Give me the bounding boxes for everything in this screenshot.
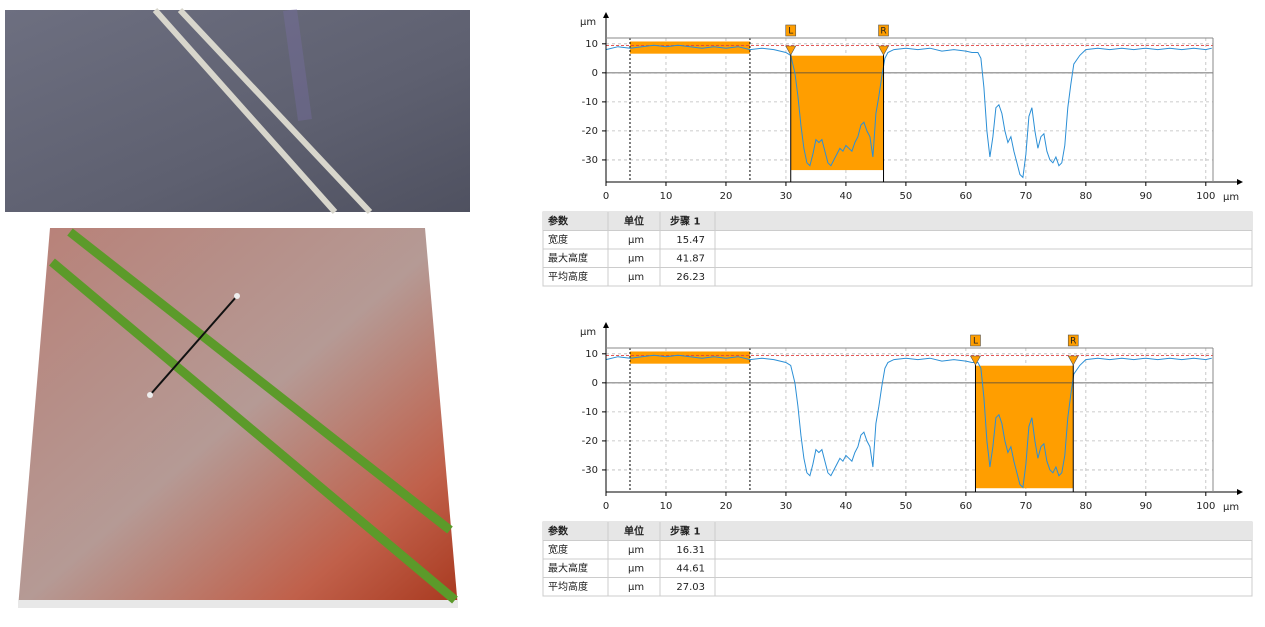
- y-tick-label: -20: [582, 126, 598, 137]
- x-tick-label: 0: [603, 501, 609, 512]
- marker-triangle: [1067, 355, 1079, 366]
- table-cell: 44.61: [676, 563, 705, 574]
- table-header: 参数: [548, 524, 569, 537]
- table-cell: 27.03: [676, 582, 705, 593]
- table-header: 步骤 1: [670, 524, 700, 537]
- reference-region: [629, 41, 750, 54]
- x-tick-label: 60: [960, 191, 973, 202]
- table-header: 单位: [624, 214, 644, 227]
- table-cell: 宽度: [548, 233, 568, 246]
- y-tick-label: -10: [582, 407, 598, 418]
- table-cell: 15.47: [676, 235, 705, 246]
- x-axis-arrow: [1237, 179, 1243, 185]
- table-header: 步骤 1: [670, 214, 700, 227]
- marker-label: R: [1070, 337, 1076, 347]
- marker-label: R: [880, 27, 886, 37]
- x-tick-label: 0: [603, 191, 609, 202]
- x-tick-label: 90: [1139, 501, 1152, 512]
- table-cell: 平均高度: [548, 580, 588, 593]
- profile-line: [605, 44, 1212, 179]
- table-header-bg: [543, 212, 1252, 231]
- x-tick-label: 60: [960, 501, 973, 512]
- y-tick-label: 0: [592, 68, 598, 79]
- y-tick-label: -20: [582, 436, 598, 447]
- x-axis-label: μm: [1223, 502, 1239, 513]
- x-tick-label: 70: [1019, 501, 1032, 512]
- x-tick-label: 20: [720, 191, 733, 202]
- marker-box: [878, 24, 889, 37]
- y-axis-label: μm: [580, 327, 596, 338]
- table-cell: μm: [628, 582, 644, 593]
- x-axis-label: μm: [1223, 192, 1239, 203]
- x-tick-label: 100: [1196, 191, 1215, 202]
- x-tick-label: 30: [780, 501, 793, 512]
- x-tick-label: 40: [840, 501, 853, 512]
- measure-region: [975, 365, 1074, 489]
- table-cell: μm: [628, 272, 644, 283]
- table-cell: 26.23: [676, 272, 705, 283]
- x-tick-label: 80: [1079, 191, 1092, 202]
- x-tick-label: 50: [900, 501, 913, 512]
- y-tick-label: 10: [585, 39, 598, 50]
- marker-label: L: [973, 337, 978, 347]
- x-tick-label: 40: [840, 191, 853, 202]
- y-axis-arrow: [603, 322, 609, 328]
- table-cell: μm: [628, 253, 644, 264]
- y-tick-label: -30: [582, 155, 598, 166]
- x-tick-label: 50: [900, 191, 913, 202]
- surface-3d-image: [18, 228, 458, 608]
- table-header-bg: [543, 522, 1252, 541]
- table-header: 单位: [624, 524, 644, 537]
- measure-region: [790, 55, 884, 171]
- table-cell: μm: [628, 235, 644, 246]
- marker-label: L: [788, 27, 793, 37]
- table-header: 参数: [548, 214, 569, 227]
- x-tick-label: 30: [780, 191, 793, 202]
- y-tick-label: 0: [592, 378, 598, 389]
- table-cell: 16.31: [676, 545, 705, 556]
- marker-triangle: [878, 45, 890, 56]
- x-axis-arrow: [1237, 489, 1243, 495]
- table-cell: 平均高度: [548, 270, 588, 283]
- marker-triangle: [969, 355, 981, 366]
- x-tick-label: 10: [660, 501, 673, 512]
- profile-line: [605, 354, 1212, 489]
- table-cell: 41.87: [676, 253, 705, 264]
- reference-region: [629, 351, 750, 364]
- table-cell: μm: [628, 545, 644, 556]
- x-tick-label: 80: [1079, 501, 1092, 512]
- x-tick-label: 20: [720, 501, 733, 512]
- y-tick-label: 10: [585, 349, 598, 360]
- x-tick-label: 100: [1196, 501, 1215, 512]
- marker-box: [1067, 334, 1079, 347]
- x-tick-label: 10: [660, 191, 673, 202]
- optical-image: [5, 7, 470, 215]
- table-cell: 最大高度: [548, 561, 588, 574]
- x-tick-label: 70: [1019, 191, 1032, 202]
- marker-box: [785, 24, 797, 37]
- marker-triangle: [785, 45, 797, 56]
- y-tick-label: -10: [582, 97, 598, 108]
- y-tick-label: -30: [582, 465, 598, 476]
- table-cell: 宽度: [548, 543, 568, 556]
- x-tick-label: 90: [1139, 191, 1152, 202]
- table-cell: μm: [628, 563, 644, 574]
- table-cell: 最大高度: [548, 251, 588, 264]
- y-axis-arrow: [603, 12, 609, 18]
- y-axis-label: μm: [580, 17, 596, 28]
- marker-box: [970, 334, 981, 347]
